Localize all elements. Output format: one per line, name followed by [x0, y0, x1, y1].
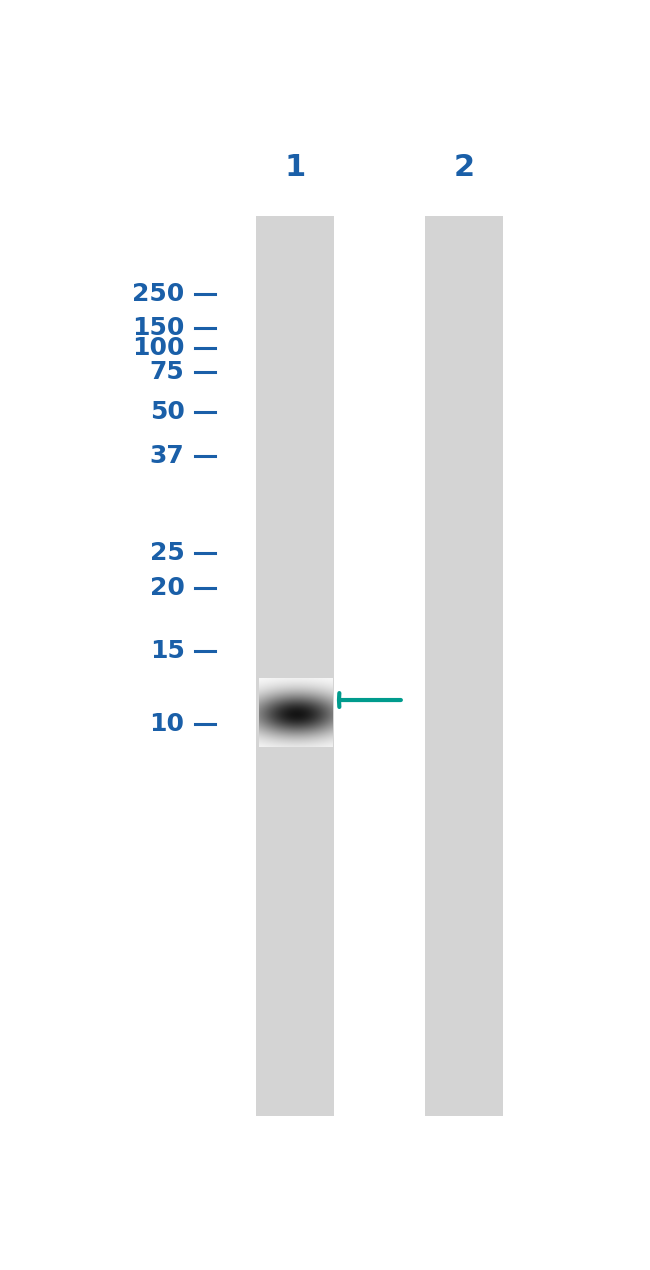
- Text: 37: 37: [150, 443, 185, 467]
- Text: 1: 1: [285, 152, 306, 182]
- Bar: [425, 216, 503, 1115]
- Bar: [256, 216, 334, 1115]
- Text: 250: 250: [132, 282, 185, 306]
- Text: 75: 75: [150, 361, 185, 385]
- Text: 25: 25: [150, 541, 185, 565]
- Text: 10: 10: [150, 712, 185, 737]
- Text: 20: 20: [150, 575, 185, 599]
- Text: 50: 50: [150, 400, 185, 423]
- Text: 100: 100: [132, 337, 185, 359]
- Text: 150: 150: [132, 316, 185, 340]
- Text: 15: 15: [150, 639, 185, 663]
- Text: 2: 2: [454, 152, 474, 182]
